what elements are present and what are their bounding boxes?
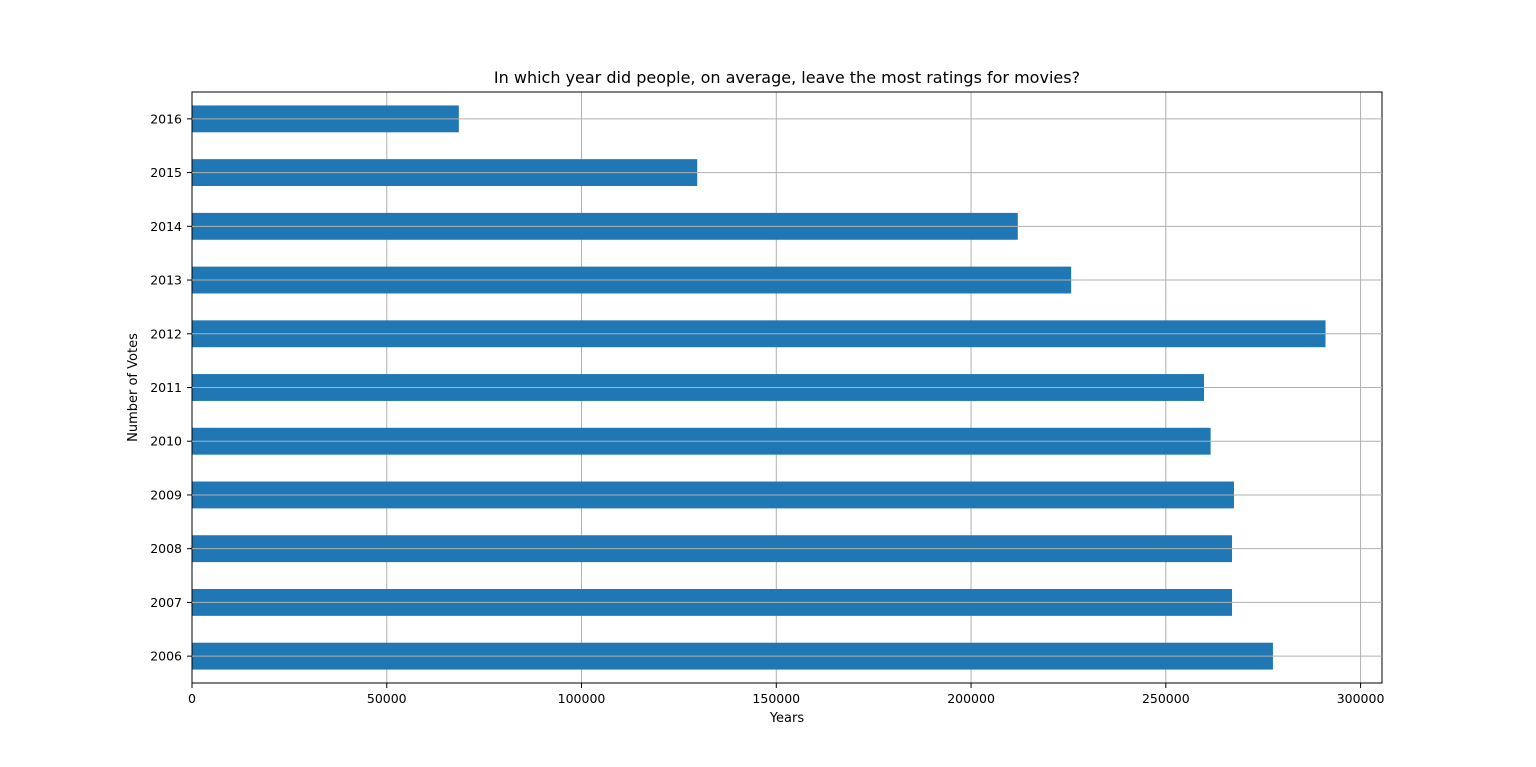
x-tick-label: 0 — [188, 691, 196, 706]
x-tick-label: 50000 — [367, 691, 407, 706]
y-tick-label: 2011 — [150, 380, 182, 395]
x-tick-label: 100000 — [558, 691, 606, 706]
x-tick-label: 200000 — [947, 691, 995, 706]
x-tick-label: 250000 — [1142, 691, 1190, 706]
y-tick-label: 2014 — [150, 219, 182, 234]
y-tick-label: 2007 — [150, 595, 182, 610]
y-tick-label: 2015 — [150, 165, 182, 180]
chart-title: In which year did people, on average, le… — [494, 68, 1080, 87]
ticks: 0 50000 100000 150000 200000 250000 300000 2006… — [150, 111, 1384, 706]
y-tick-label: 2013 — [150, 273, 182, 288]
x-tick-label: 150000 — [752, 691, 800, 706]
y-axis-label: Number of Votes — [126, 333, 141, 442]
y-tick-label: 2006 — [150, 649, 182, 664]
y-tick-label: 2010 — [150, 434, 182, 449]
x-tick-label: 300000 — [1337, 691, 1385, 706]
y-tick-label: 2012 — [150, 326, 182, 341]
x-axis-label: Years — [769, 711, 805, 726]
y-tick-label: 2009 — [150, 487, 182, 502]
y-tick-label: 2016 — [150, 111, 182, 126]
y-tick-label: 2008 — [150, 541, 182, 556]
